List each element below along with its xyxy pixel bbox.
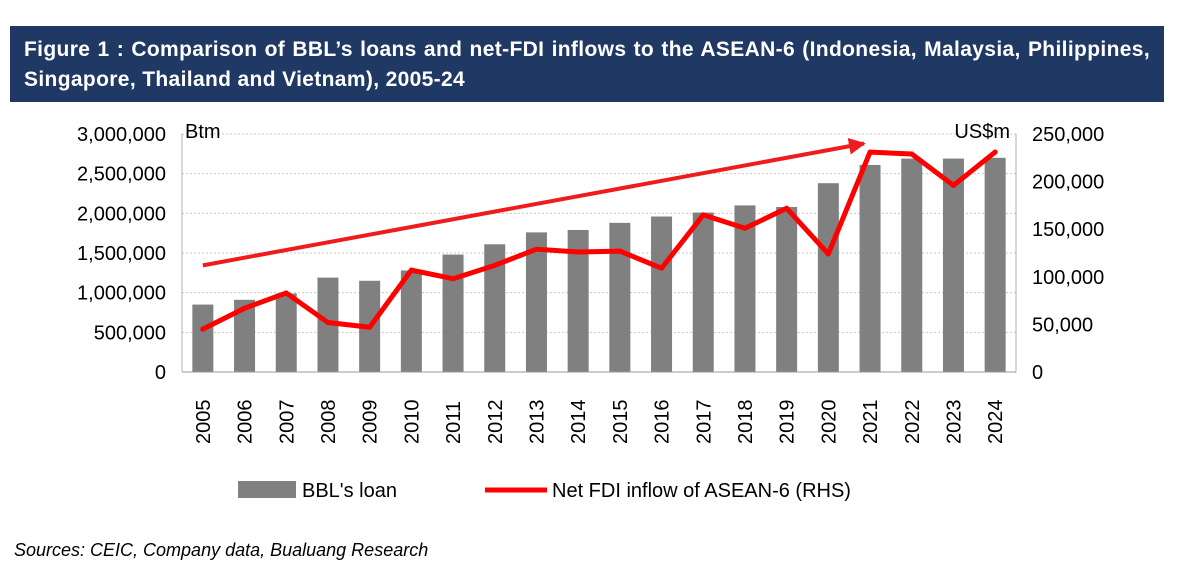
point-net-fdi: [659, 265, 665, 271]
point-net-fdi: [200, 326, 206, 332]
y-right-tick-label: 250,000: [1032, 124, 1104, 146]
point-net-fdi: [242, 305, 248, 311]
point-net-fdi: [825, 251, 831, 257]
point-net-fdi: [992, 149, 998, 155]
legend-label-net-fdi: Net FDI inflow of ASEAN-6 (RHS): [552, 480, 851, 502]
point-net-fdi: [367, 324, 373, 330]
x-tick-label: 2024: [985, 400, 1007, 445]
bar-bbl-loan: [609, 222, 631, 372]
legend-label-bbl-loan: BBL's loan: [302, 480, 397, 502]
y-left-tick-label: 2,000,000: [77, 203, 166, 225]
point-net-fdi: [909, 151, 915, 157]
bar-bbl-loan: [859, 164, 881, 372]
point-net-fdi: [492, 262, 498, 268]
point-net-fdi: [617, 248, 623, 254]
bar-bbl-loan: [901, 158, 923, 372]
figure-title: Figure 1 : Comparison of BBL’s loans and…: [24, 38, 1150, 91]
point-net-fdi: [283, 290, 289, 296]
bar-bbl-loan: [525, 232, 547, 372]
x-tick-label: 2014: [568, 400, 590, 445]
x-tick-label: 2009: [360, 400, 382, 445]
figure-title-bar: Figure 1 : Comparison of BBL’s loans and…: [10, 26, 1164, 102]
bar-bbl-loan: [484, 244, 506, 372]
y-left-tick-label: 1,500,000: [77, 243, 166, 265]
x-tick-label: 2007: [276, 400, 298, 445]
x-tick-label: 2023: [943, 400, 965, 445]
point-net-fdi: [784, 205, 790, 211]
bar-bbl-loan: [192, 304, 214, 372]
point-net-fdi: [867, 149, 873, 155]
x-tick-label: 2010: [401, 400, 423, 445]
bar-bbl-loan: [400, 270, 422, 372]
y-right-tick-label: 50,000: [1032, 314, 1093, 336]
y-right-tick-label: 200,000: [1032, 172, 1104, 194]
bar-bbl-loan: [984, 157, 1006, 372]
bar-bbl-loan: [442, 254, 464, 372]
y-left-tick-label: 2,500,000: [77, 164, 166, 186]
point-net-fdi: [575, 249, 581, 255]
source-note: Sources: CEIC, Company data, Bualuang Re…: [14, 540, 429, 560]
x-tick-label: 2021: [860, 400, 882, 445]
y-left-tick-label: 0: [155, 362, 166, 384]
x-tick-label: 2016: [652, 400, 674, 445]
point-net-fdi: [450, 276, 456, 282]
y-left-unit-label: Btm: [185, 121, 221, 143]
point-net-fdi: [950, 182, 956, 188]
point-net-fdi: [742, 225, 748, 231]
trend-arrow: [202, 137, 866, 268]
x-tick-label: 2020: [818, 400, 840, 445]
bar-bbl-loan: [275, 293, 297, 372]
point-net-fdi: [533, 246, 539, 252]
x-tick-label: 2006: [235, 400, 257, 445]
x-tick-label: 2013: [526, 400, 548, 445]
bar-bbl-loan: [942, 158, 964, 372]
y-left-tick-label: 1,000,000: [77, 283, 166, 305]
x-tick-label: 2022: [902, 400, 924, 445]
x-tick-label: 2018: [735, 400, 757, 445]
x-tick-label: 2008: [318, 400, 340, 445]
bar-line-combo-chart: 0 500,000 1,000,000 1,500,000 2,000,000 2,500…: [77, 121, 1104, 502]
point-net-fdi: [325, 319, 331, 325]
point-net-fdi: [700, 212, 706, 218]
y-right-unit-label: US$m: [954, 121, 1010, 143]
point-net-fdi: [408, 267, 414, 273]
x-tick-label: 2011: [443, 401, 465, 444]
bar-bbl-loan: [567, 229, 589, 372]
x-tick-label: 2015: [610, 400, 632, 445]
bar-bbl-loan: [651, 216, 673, 372]
bar-bbl-loan: [734, 205, 756, 372]
bar-bbl-loan: [234, 299, 256, 372]
x-tick-label: 2019: [777, 400, 799, 445]
bar-bbl-loan: [776, 206, 798, 372]
x-tick-label: 2005: [193, 400, 215, 445]
y-right-tick-label: 0: [1032, 362, 1043, 384]
line-net-fdi: [200, 149, 998, 332]
bar-bbl-loan: [817, 183, 839, 372]
x-tick-label: 2017: [693, 400, 715, 445]
y-right-tick-label: 100,000: [1032, 267, 1104, 289]
y-right-tick-label: 150,000: [1032, 219, 1104, 241]
y-left-tick-label: 3,000,000: [77, 124, 166, 146]
legend-swatch-bbl-loan: [238, 481, 296, 498]
y-left-tick-label: 500,000: [94, 322, 166, 344]
bar-bbl-loan: [692, 212, 714, 372]
x-tick-label: 2012: [485, 400, 507, 445]
